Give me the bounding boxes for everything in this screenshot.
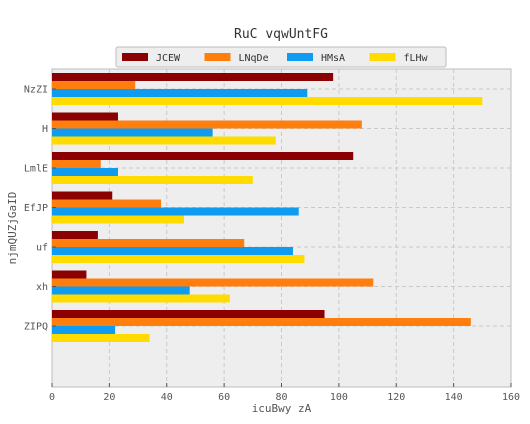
x-tick-label: 80 (275, 392, 287, 403)
bars (52, 73, 483, 342)
bar-HMsA-H (52, 128, 213, 137)
bar-fLHw-LmlE (52, 176, 253, 184)
y-tick-label: H (42, 124, 48, 135)
bar-fLHw-EfJP (52, 215, 184, 224)
y-tick-label: uf (36, 243, 48, 254)
bar-LNqDe-LmlE (52, 160, 101, 168)
bar-LNqDe-uf (52, 239, 245, 247)
x-axis-label: icuBwy zA (252, 402, 312, 415)
y-tick-label: NzZI (24, 85, 48, 96)
bar-JCEW-uf (52, 231, 98, 239)
bar-fLHw-uf (52, 255, 305, 263)
legend-label-LNqDe: LNqDe (239, 53, 269, 64)
legend-label-HMsA: HMsA (321, 53, 345, 64)
bar-fLHw-H (52, 136, 276, 145)
x-tick-label: 60 (218, 392, 230, 403)
legend-swatch-LNqDe (204, 53, 231, 61)
x-tick-label: 100 (330, 392, 348, 403)
x-tick-label: 0 (49, 392, 55, 403)
bar-JCEW-LmlE (52, 152, 354, 160)
x-tick-label: 120 (387, 392, 405, 403)
bar-fLHw-NzZI (52, 97, 483, 105)
bar-HMsA-uf (52, 247, 293, 255)
bar-HMsA-xh (52, 286, 190, 295)
bar-JCEW-H (52, 112, 118, 121)
legend-label-JCEW: JCEW (156, 53, 181, 64)
bar-JCEW-EfJP (52, 191, 113, 200)
y-tick-label: LmlE (24, 164, 48, 175)
bar-LNqDe-xh (52, 278, 374, 287)
bar-HMsA-EfJP (52, 207, 299, 216)
bar-LNqDe-ZIPQ (52, 318, 471, 326)
x-tick-label: 160 (502, 392, 520, 403)
x-tick-label: 140 (445, 392, 463, 403)
y-tick-label: EfJP (24, 203, 48, 214)
bar-fLHw-xh (52, 294, 230, 303)
legend-swatch-fLHw (369, 53, 396, 61)
x-tick-label: 20 (103, 392, 115, 403)
legend-swatch-HMsA (287, 53, 313, 61)
y-tick-label: xh (36, 282, 48, 293)
bar-JCEW-ZIPQ (52, 310, 325, 318)
bar-LNqDe-H (52, 120, 362, 129)
legend-box (115, 46, 447, 68)
bar-HMsA-ZIPQ (52, 326, 116, 334)
bar-HMsA-NzZI (52, 89, 308, 97)
bar-LNqDe-NzZI (52, 81, 136, 89)
legend-swatch-JCEW (122, 53, 148, 61)
bar-fLHw-ZIPQ (52, 334, 150, 342)
bar-JCEW-NzZI (52, 73, 334, 81)
bar-JCEW-xh (52, 270, 87, 279)
x-axis-ticks: 0 20 40 60 80 100 120 140 160 (49, 383, 520, 403)
y-axis-ticks: NzZI H LmlE EfJP uf xh ZIPQ (24, 85, 56, 333)
y-axis-label: njmQUZjGaID (6, 192, 19, 265)
y-tick-label: ZIPQ (24, 322, 48, 333)
bar-HMsA-LmlE (52, 168, 118, 176)
x-tick-label: 40 (161, 392, 173, 403)
legend: JCEW LNqDe HMsA fLHw (115, 46, 447, 68)
legend-label-fLHw: fLHw (404, 53, 429, 64)
chart-title: RuC vqwUntFG (234, 27, 328, 42)
bar-LNqDe-EfJP (52, 199, 162, 208)
